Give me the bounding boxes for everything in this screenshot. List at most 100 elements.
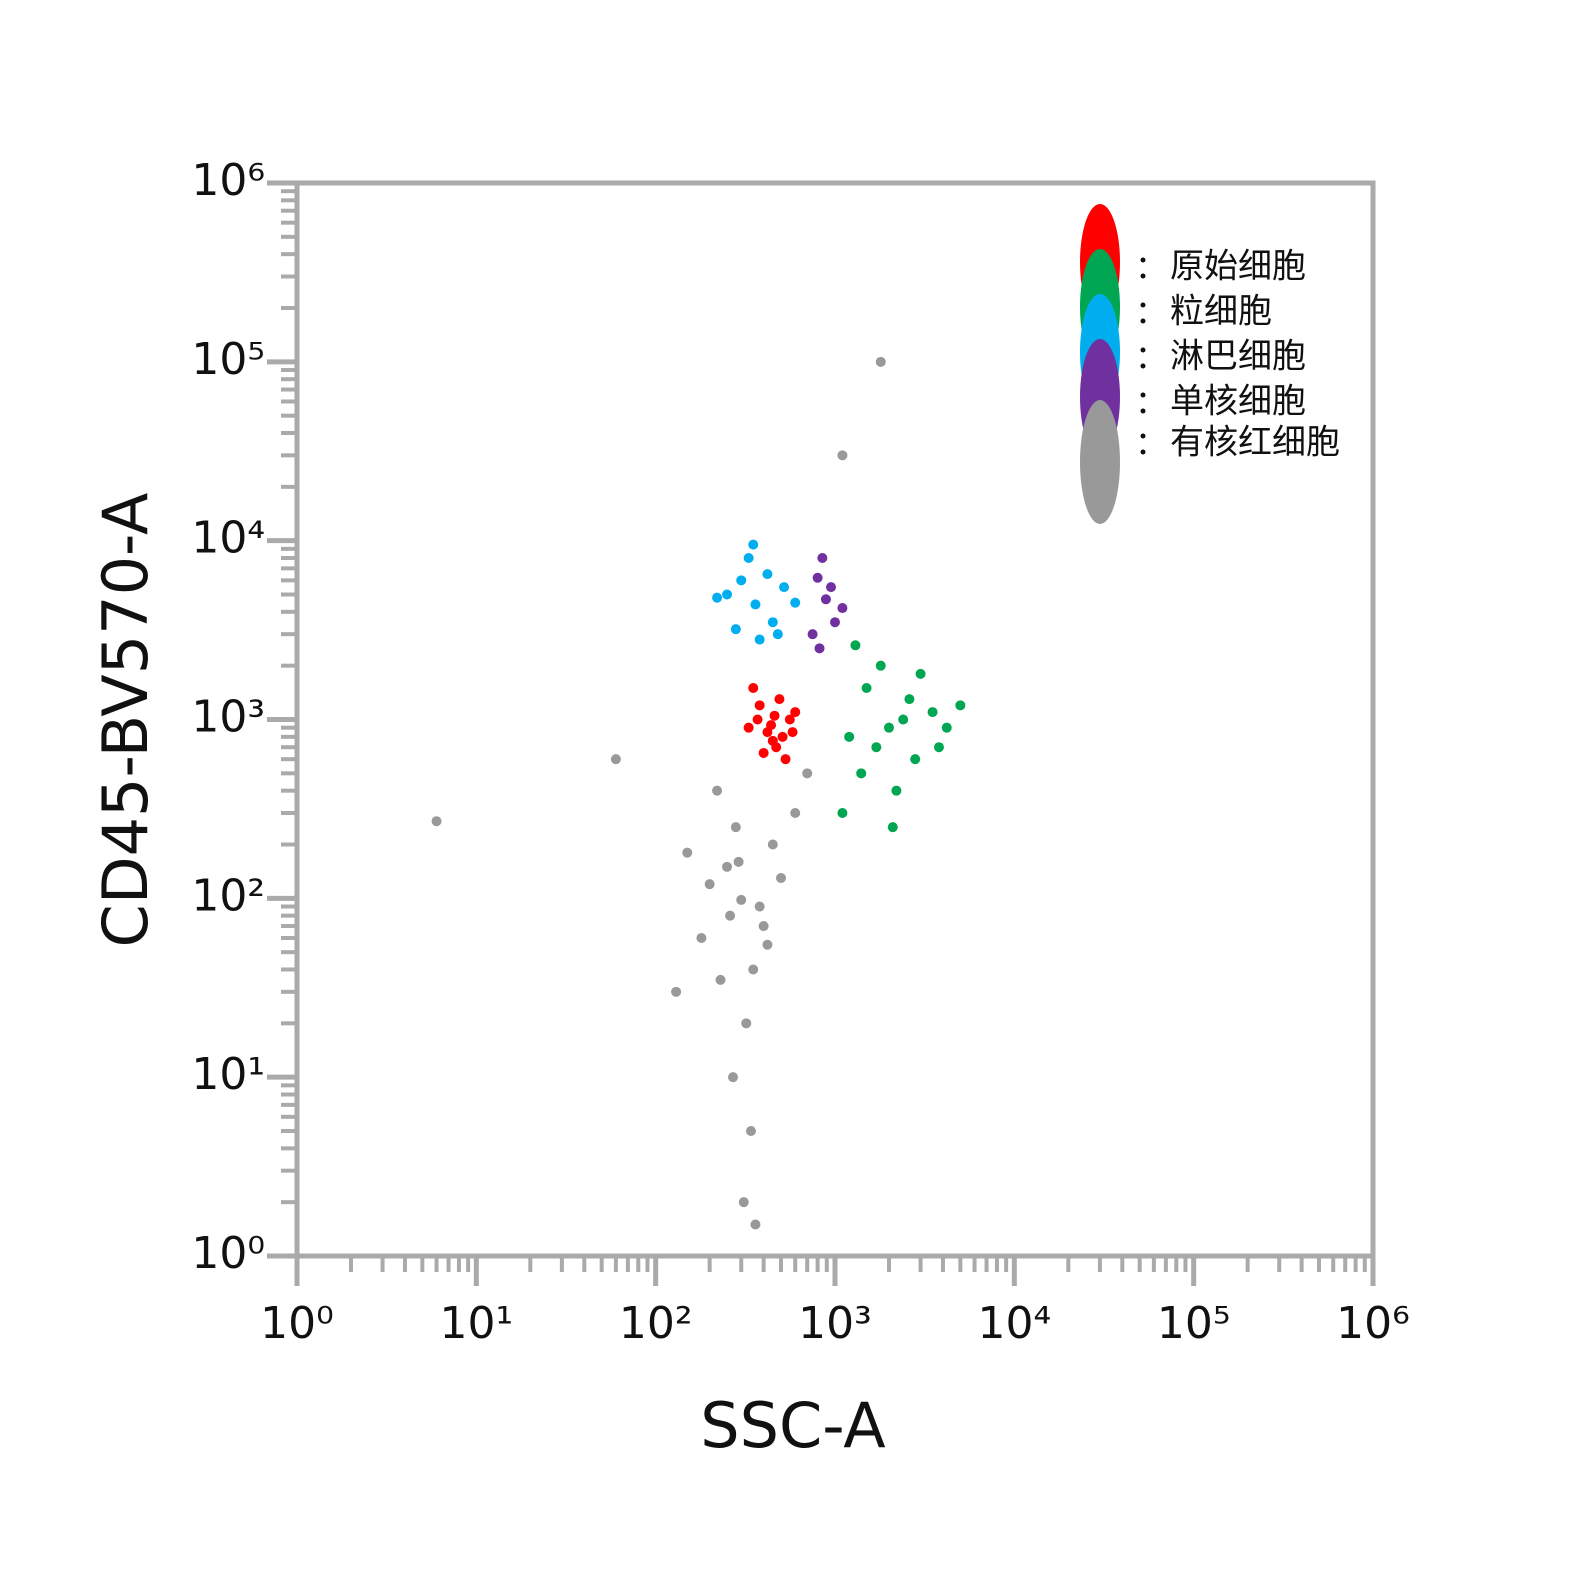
data-point	[779, 582, 790, 593]
data-point	[736, 894, 747, 905]
data-point	[780, 754, 791, 765]
data-point	[904, 694, 915, 705]
y-tick-label: 10³	[191, 692, 265, 743]
data-point	[850, 640, 861, 651]
data-point	[758, 747, 769, 758]
data-point	[837, 450, 848, 461]
data-point	[910, 754, 921, 765]
data-point	[777, 731, 788, 742]
data-point	[762, 939, 773, 950]
data-point	[754, 634, 765, 645]
x-tick-label: 10²	[619, 1298, 693, 1349]
data-point	[941, 722, 952, 733]
data-point	[682, 847, 693, 858]
data-point	[738, 1197, 749, 1208]
data-point	[790, 597, 801, 608]
data-point	[787, 727, 798, 738]
x-tick-label: 10⁴	[978, 1298, 1052, 1349]
data-point	[754, 700, 765, 711]
legend-swatch	[1080, 400, 1120, 524]
data-point	[802, 768, 813, 779]
data-point	[891, 785, 902, 796]
data-point	[790, 808, 801, 819]
data-point	[712, 785, 723, 796]
legend-separator-dot	[1140, 257, 1146, 263]
data-point	[820, 594, 831, 605]
y-tick-label: 10⁵	[191, 334, 265, 385]
points	[431, 356, 966, 1230]
data-point	[748, 539, 759, 550]
data-point	[696, 933, 707, 944]
data-point	[955, 700, 966, 711]
data-point	[856, 768, 867, 779]
data-point	[610, 754, 621, 765]
data-point	[807, 629, 818, 640]
data-point	[814, 643, 825, 654]
data-point	[762, 569, 773, 580]
y-tick-label: 10⁴	[191, 513, 265, 564]
data-point	[767, 735, 778, 746]
data-point	[883, 722, 894, 733]
legend-separator-dot	[1140, 363, 1146, 369]
data-point	[725, 910, 736, 921]
y-tick-label: 10⁶	[191, 155, 265, 206]
data-point	[776, 872, 787, 883]
data-point	[915, 668, 926, 679]
data-point	[875, 660, 886, 671]
data-point	[722, 589, 733, 600]
legend-separator-dot	[1140, 449, 1146, 455]
data-point	[933, 742, 944, 753]
data-point	[752, 714, 763, 725]
data-point	[431, 816, 442, 827]
data-point	[730, 822, 741, 833]
data-point	[733, 856, 744, 867]
data-point	[722, 861, 733, 872]
data-point	[743, 722, 754, 733]
x-tick-label: 10⁶	[1336, 1298, 1410, 1349]
data-point	[750, 1219, 761, 1230]
data-point	[871, 742, 882, 753]
data-point	[772, 629, 783, 640]
data-point	[762, 727, 773, 738]
data-point	[736, 575, 747, 586]
data-point	[817, 552, 828, 563]
data-point	[750, 599, 761, 610]
data-point	[830, 617, 840, 628]
data-point	[861, 683, 872, 694]
data-point	[887, 822, 898, 833]
legend-separator-dot	[1140, 408, 1146, 414]
y-tick-label: 10⁰	[191, 1228, 265, 1279]
data-point	[743, 552, 754, 563]
legend-separator-dot	[1140, 302, 1146, 308]
y-tick-label: 10²	[191, 870, 265, 921]
data-point	[826, 582, 837, 593]
data-point	[837, 603, 848, 614]
legend-label: 原始细胞	[1170, 247, 1306, 287]
legend-separator-dot	[1140, 273, 1146, 279]
x-tick-label: 10¹	[440, 1298, 514, 1349]
data-point	[741, 1018, 752, 1029]
data-point	[745, 1126, 756, 1137]
data-point	[875, 356, 886, 367]
data-point	[748, 964, 759, 975]
data-point	[728, 1072, 739, 1083]
data-point	[715, 974, 726, 985]
data-point	[837, 808, 848, 819]
x-tick-label: 10⁵	[1157, 1298, 1231, 1349]
legend-separator-dot	[1140, 347, 1146, 353]
legend-separator-dot	[1140, 318, 1146, 324]
y-axis-label: CD45-BV570-A	[89, 493, 162, 948]
legend-label: 有核红细胞	[1170, 423, 1340, 463]
data-point	[754, 901, 765, 912]
data-point	[790, 707, 801, 718]
x-tick-label: 10³	[798, 1298, 872, 1349]
data-point	[774, 694, 785, 705]
legend-label: 单核细胞	[1170, 382, 1306, 422]
data-point	[844, 731, 855, 742]
data-point	[671, 986, 682, 997]
data-point	[767, 617, 778, 628]
